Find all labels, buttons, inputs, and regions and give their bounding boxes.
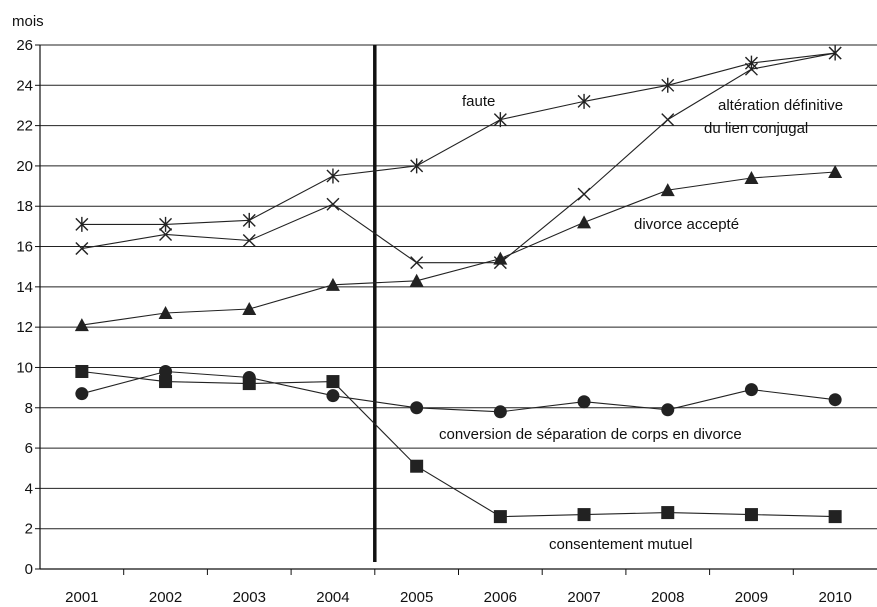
x-tick-label: 2004 [316,589,349,606]
annotation-alteration-line1: altération définitive [718,97,843,114]
data-point-0-2 [242,212,256,228]
series-line-1 [81,52,836,264]
y-tick-label: 6 [25,440,33,457]
data-point-1-4 [410,256,424,270]
annotation-conversion: conversion de séparation de corps en div… [439,426,742,443]
data-point-0-3 [326,168,340,184]
data-point-3-3 [326,389,340,403]
y-tick-label: 4 [25,480,33,497]
y-tick-label: 22 [16,118,33,135]
data-point-4-9 [828,510,842,524]
data-point-1-7 [661,113,675,127]
data-point-3-9 [828,393,842,407]
data-point-4-4 [410,459,424,473]
y-tick-label: 10 [16,359,33,376]
series-0 [75,45,842,232]
grid-lines [35,44,877,575]
x-tick-label: 2010 [818,589,851,606]
data-point-2-0 [74,318,89,332]
data-point-4-1 [159,375,173,389]
series-3 [75,364,842,419]
data-point-2-7 [660,183,675,197]
data-point-1-3 [326,197,340,211]
x-tick-label: 2008 [651,589,684,606]
y-tick-label: 0 [25,561,33,578]
data-point-1-0 [75,242,89,256]
y-tick-label: 24 [16,77,33,94]
data-point-2-8 [744,171,759,185]
x-tick-label: 2005 [400,589,433,606]
data-point-0-8 [744,55,758,71]
data-point-4-8 [744,508,758,522]
series-1 [75,46,842,270]
data-point-0-1 [159,216,173,232]
series-line-0 [81,52,836,225]
series-line-4 [81,370,836,518]
data-point-1-9 [828,46,842,60]
data-point-1-2 [242,233,256,247]
series-line-3 [81,370,836,413]
data-point-1-6 [577,187,591,201]
series-annotations: faute altération définitive du lien conj… [439,93,843,553]
data-point-3-8 [744,383,758,397]
data-point-4-6 [577,508,591,522]
series-4 [75,364,842,524]
y-axis-label: mois [12,13,44,30]
y-tick-label: 8 [25,400,33,417]
y-tick-label: 20 [16,158,33,175]
x-tick-label: 2003 [233,589,266,606]
data-point-1-8 [744,62,758,76]
annotation-alteration-line2: du lien conjugal [704,120,808,137]
y-tick-label: 16 [16,239,33,256]
data-point-2-5 [493,251,508,265]
annotation-consentement-mutuel: consentement mutuel [549,536,692,553]
data-point-2-4 [409,273,424,287]
x-tick-label: 2002 [149,589,182,606]
data-point-3-0 [75,387,89,401]
series-2 [74,164,843,332]
x-tick-label: 2007 [567,589,600,606]
series-line-2 [81,171,836,326]
data-point-4-5 [493,510,507,524]
axes [39,45,877,570]
x-tick-label: 2009 [735,589,768,606]
y-tick-label: 14 [16,279,33,296]
y-tick-label: 26 [16,37,33,54]
data-point-0-0 [75,216,89,232]
data-point-1-1 [159,227,173,241]
annotation-faute: faute [462,93,495,110]
data-point-0-6 [577,93,591,109]
y-tick-label: 2 [25,521,33,538]
data-point-2-6 [577,215,592,229]
data-point-0-5 [493,112,507,128]
data-point-3-1 [159,364,173,378]
series-lines [74,45,843,524]
data-point-2-2 [242,302,257,316]
x-tick-label: 2006 [484,589,517,606]
x-tick-labels: 2001 2002 2003 2004 2005 2006 2007 2008 2009 2010 [65,589,852,606]
y-tick-label: 12 [16,319,33,336]
data-point-3-6 [577,395,591,409]
x-tick-label: 2001 [65,589,98,606]
data-point-2-3 [325,277,340,291]
data-point-3-7 [661,403,675,417]
data-point-4-3 [326,375,340,389]
annotation-divorce-accepte: divorce accepté [634,216,739,233]
data-point-4-7 [661,506,675,520]
data-point-4-2 [242,377,256,391]
data-point-3-4 [410,401,424,415]
data-point-2-9 [828,164,843,178]
data-point-3-5 [493,405,507,419]
data-point-2-1 [158,306,173,320]
y-tick-label: 18 [16,198,33,215]
data-point-4-0 [75,364,89,378]
data-point-0-4 [410,158,424,174]
data-point-0-7 [661,77,675,93]
